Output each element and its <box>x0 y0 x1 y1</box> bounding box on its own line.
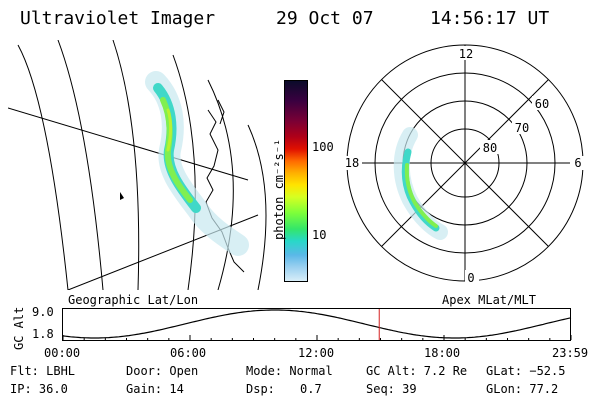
mlt-label-12: 12 <box>459 47 473 61</box>
ip-status: IP: 36.0 <box>10 382 68 396</box>
left-panel-caption: Geographic Lat/Lon <box>68 293 199 307</box>
dsp-value: 0.7 <box>300 382 322 396</box>
filter-status: Flt: LBHL <box>10 364 76 378</box>
altitude-ytick-max: 9.0 <box>32 305 54 319</box>
glat-status: GLat: −52.5 <box>486 364 566 378</box>
colorbar <box>284 80 308 282</box>
aurora-oval-map <box>145 71 249 256</box>
aurora-oval-polar <box>393 127 448 240</box>
altitude-x-ticks <box>62 335 572 340</box>
instrument-title: Ultraviolet Imager <box>20 8 216 29</box>
altitude-xtick-1: 06:00 <box>170 346 207 360</box>
colorbar-unit-label: photon cm⁻²s⁻¹ <box>272 138 286 240</box>
geographic-map <box>8 40 267 290</box>
altitude-xtick-3: 18:00 <box>424 346 461 360</box>
altitude-ytick-min: 1.8 <box>32 327 54 341</box>
polar-plot: 12 18 6 0 60 70 80 <box>342 44 584 285</box>
position-marker-icon <box>120 192 124 200</box>
altitude-ylabel: GC Alt <box>12 306 26 350</box>
date-label: 29 Oct 07 <box>276 8 374 29</box>
gc-alt-status: GC Alt: 7.2 Re <box>366 364 468 378</box>
altitude-xtick-0: 00:00 <box>44 346 81 360</box>
dsp-label: Dsp: <box>246 382 275 396</box>
right-panel-caption: Apex MLat/MLT <box>442 293 536 307</box>
mlt-label-6: 6 <box>574 156 581 170</box>
mlat-label-80: 80 <box>483 141 497 155</box>
mlt-label-18: 18 <box>345 156 359 170</box>
glon-status: GLon: 77.2 <box>486 382 559 396</box>
seq-status: Seq: 39 <box>366 382 417 396</box>
mlat-label-60: 60 <box>535 97 549 111</box>
mlat-label-70: 70 <box>515 121 529 135</box>
altitude-plot <box>62 308 572 341</box>
mode-status: Mode: Normal <box>246 364 333 378</box>
door-status: Door: Open <box>126 364 199 378</box>
altitude-xtick-2: 12:00 <box>298 346 335 360</box>
time-label: 14:56:17 UT <box>430 8 550 29</box>
colorbar-tick-100: 100 <box>312 140 334 154</box>
altitude-xtick-4: 23:59 <box>552 346 589 360</box>
gain-status: Gain: 14 <box>126 382 184 396</box>
colorbar-tick-10: 10 <box>312 228 327 242</box>
mlt-label-0: 0 <box>467 271 474 285</box>
altitude-curve <box>62 309 572 339</box>
